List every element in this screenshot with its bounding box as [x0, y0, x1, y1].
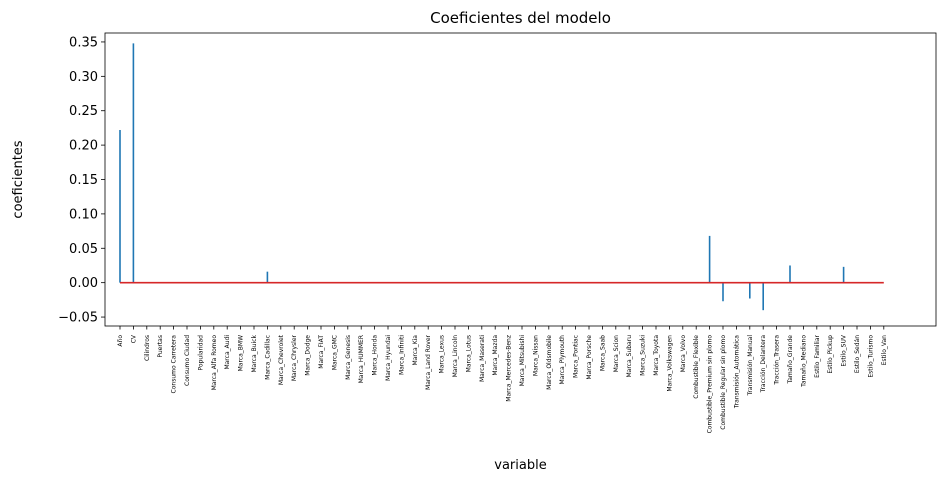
x-tick-label: Estilo_Van [881, 335, 888, 366]
y-tick-label: 0.35 [69, 35, 98, 50]
x-tick-label: Marca_GMC [331, 335, 338, 370]
x-tick-label: Marca_Lexus [439, 335, 446, 373]
x-tick-label: Marca_Suzuki [640, 335, 647, 376]
x-tick-label: Tracción_Delantera [760, 335, 767, 394]
x-tick-label: Puertas [157, 335, 164, 358]
x-tick-label: Marca_Kia [412, 335, 419, 366]
x-tick-label: Tamaño_Mediano [800, 335, 807, 388]
x-tick-label: Cilindros [144, 335, 151, 361]
x-tick-label: Estilo_Pickup [827, 335, 834, 374]
x-tick-label: Estilo_Turismo [867, 335, 874, 378]
x-tick-label: Marca_Subaru [626, 335, 633, 378]
x-tick-label: Marca_Pontiac [573, 335, 580, 378]
x-tick-label: Marca_Land Rover [425, 334, 432, 390]
x-tick-label: Tracción_Trasera [774, 335, 781, 386]
x-tick-label: Marca_Mazda [492, 335, 499, 376]
chart-title: Coeficientes del modelo [430, 9, 611, 27]
x-tick-label: Marca_FIAT [318, 335, 325, 369]
x-tick-label: Marca_Audi [224, 335, 231, 370]
x-tick-label: Estilo_Familiar [814, 334, 821, 377]
x-tick-label: Marca_HUMMER [358, 335, 365, 383]
x-tick-label: Marca_Plymouth [559, 335, 566, 385]
x-tick-label: Marca_Hyundai [385, 335, 392, 381]
x-axis: Año CV Cilindros Puertas Consumo Carretera Co… [117, 326, 888, 433]
x-tick-label: Consumo Ciudad [184, 335, 191, 386]
x-axis-label: variable [494, 458, 546, 473]
x-tick-label: Marca_Mitsubishi [519, 335, 526, 387]
x-tick-label: Estilo_SUV [841, 334, 848, 366]
x-tick-label: Transmisión_Manual [747, 335, 754, 397]
x-tick-label: Marca_BMW [238, 335, 245, 371]
x-tick-label: Marca_Chevrolet [278, 334, 285, 385]
y-tick-label: 0.20 [69, 139, 98, 154]
x-tick-label: Marca_Alfa Romeo [211, 335, 218, 391]
x-tick-label: Marca_Maserati [479, 335, 486, 382]
x-tick-label: Tamaño_Grande [787, 335, 794, 385]
y-tick-label: 0.30 [69, 70, 98, 85]
y-tick-label: 0.25 [69, 104, 98, 119]
x-tick-label: Marca_Volvo [680, 335, 687, 373]
x-tick-label: Combustible_Premium sin plomo [707, 335, 714, 434]
x-tick-label: Combustible_Flexible [693, 335, 700, 399]
y-tick-label: −0.05 [58, 311, 98, 326]
x-tick-label: Marca_Mercedes-Benz [506, 335, 513, 402]
x-tick-label: Marca_Cadillac [264, 335, 271, 380]
x-tick-label: Marca_Chrysler [291, 334, 298, 381]
y-axis-label: coeficientes [11, 140, 26, 218]
x-tick-label: Marca_Dodge [305, 335, 312, 376]
x-tick-label: Marca_Lincoln [452, 335, 459, 378]
y-tick-label: 0.05 [69, 242, 98, 257]
x-tick-label: Marca_Lotus [465, 335, 472, 372]
stem-series [119, 43, 845, 311]
x-tick-label: Marca_Infiniti [398, 335, 405, 375]
x-tick-label: Marca_Porsche [586, 335, 593, 380]
x-tick-label: Marca_Genesis [345, 335, 352, 380]
y-tick-label: 0.15 [69, 173, 98, 188]
x-tick-label: Marca_Honda [372, 335, 379, 376]
x-tick-label: Marca_Nissan [532, 335, 539, 376]
x-tick-label: Marca_Saab [599, 335, 606, 371]
x-tick-label: Marca_Volkswagen [666, 335, 673, 392]
x-tick-label: Popularidad [197, 335, 204, 371]
x-tick-label: Consumo Carretera [171, 335, 178, 394]
y-tick-label: 0.00 [69, 276, 98, 291]
x-tick-label: CV [130, 334, 137, 343]
x-tick-label: Marca_Toyota [653, 335, 660, 376]
x-tick-label: Estilo_Sedán [854, 335, 861, 373]
x-tick-label: Marca_Buick [251, 334, 258, 372]
x-tick-label: Combustible_Regular sin plomo [720, 335, 727, 430]
x-tick-label: Marca_Scion [613, 335, 620, 373]
y-axis: −0.05 0.00 0.05 0.10 0.15 0.20 0.25 0.30 0.35 [58, 35, 105, 326]
x-tick-label: Transmisión_Automática [733, 335, 740, 409]
x-tick-label: Marca_Oldsmobile [546, 335, 553, 390]
x-tick-label: Año [117, 335, 124, 347]
y-tick-label: 0.10 [69, 207, 98, 222]
